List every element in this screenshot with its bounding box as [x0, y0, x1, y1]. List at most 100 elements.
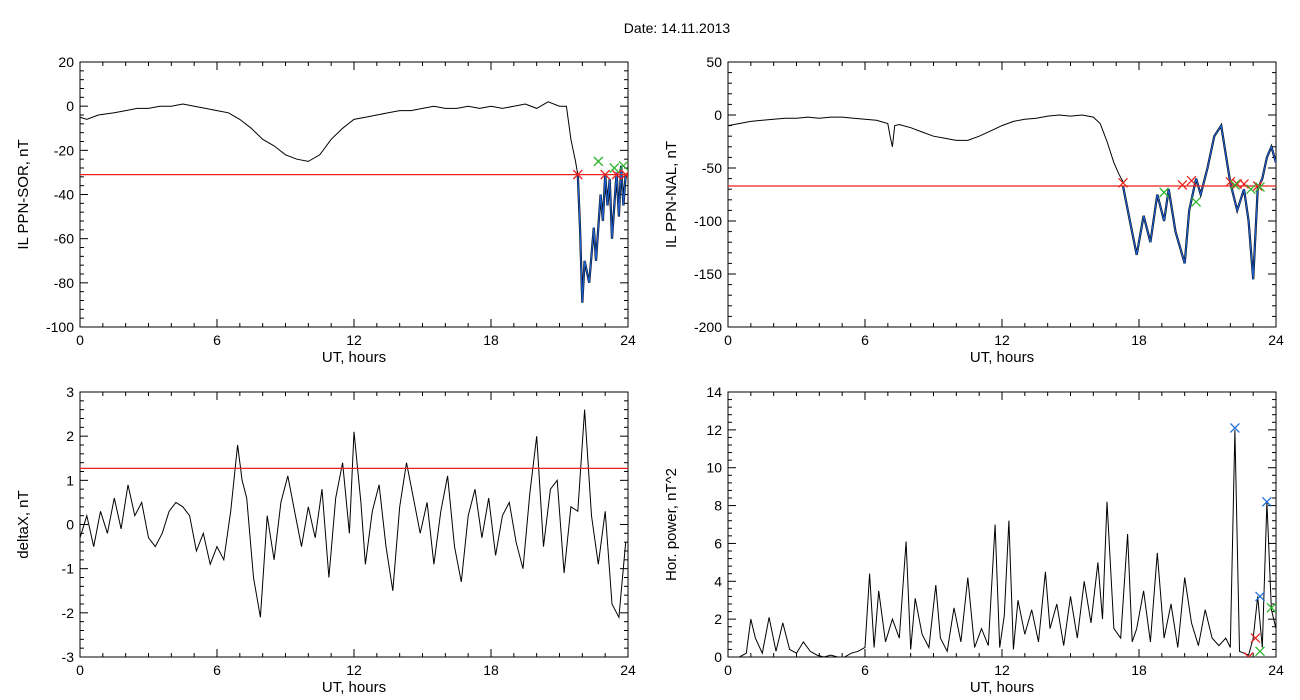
marker-red — [1250, 633, 1261, 644]
marker-red-stroke-b — [1250, 633, 1261, 644]
y-tick-label: -20 — [54, 142, 74, 158]
marker-green-stroke-b — [609, 163, 620, 173]
marker-red-stroke-a — [1243, 652, 1250, 657]
marker-red — [1225, 176, 1236, 187]
y-tick-label: -100 — [46, 319, 74, 335]
marker-green — [1159, 187, 1170, 198]
marker-blue — [1229, 423, 1240, 433]
marker-green — [1191, 196, 1202, 207]
highlight-segment-line — [1122, 123, 1276, 280]
y-tick-label: 12 — [706, 422, 722, 438]
marker-red-stroke-b — [572, 169, 583, 180]
marker-green — [1255, 646, 1265, 657]
highlight-segment-line — [577, 165, 627, 303]
x-axis-label: UT, hours — [970, 349, 1034, 366]
y-tick-label: 2 — [714, 611, 722, 627]
y-tick-label: -3 — [62, 649, 75, 665]
highlight-outline-line — [1121, 122, 1276, 280]
y-tick-label: -80 — [54, 275, 74, 291]
marker-red — [611, 169, 622, 180]
marker-green-stroke-b — [1245, 184, 1256, 195]
y-tick-label: -60 — [54, 231, 74, 247]
x-tick-label: 24 — [1268, 332, 1284, 348]
y-tick-label: 4 — [714, 573, 722, 589]
x-tick-label: 18 — [483, 332, 499, 348]
marker-red — [1239, 178, 1249, 189]
x-tick-label: 0 — [76, 332, 84, 348]
plot-data — [728, 423, 1276, 657]
marker-blue — [1261, 496, 1272, 507]
x-axis-label: UT, hours — [970, 679, 1034, 696]
marker-green — [1255, 182, 1265, 193]
x-tick-label: 12 — [994, 662, 1010, 678]
y-tick-label: -1 — [62, 561, 75, 577]
marker-red — [1186, 175, 1197, 186]
y-axis-label: deltaX, nT — [15, 490, 32, 558]
x-tick-label: 18 — [1131, 332, 1147, 348]
y-tick-label: -150 — [694, 266, 722, 282]
marker-red-stroke-b — [1225, 176, 1236, 187]
marker-green — [1266, 602, 1276, 613]
y-axis-label: IL PPN-NAL, nT — [663, 141, 680, 248]
y-tick-label: 8 — [714, 498, 722, 514]
y-tick-label: 2 — [66, 428, 74, 444]
series-line — [728, 114, 1124, 183]
marker-red-stroke-b — [1252, 181, 1263, 191]
y-tick-label: 6 — [714, 535, 722, 551]
marker-red — [600, 169, 611, 180]
y-tick-label: -50 — [702, 160, 722, 176]
marker-red — [1118, 177, 1128, 188]
plot-frame — [727, 391, 1277, 658]
series-line — [728, 429, 1276, 657]
marker-green-stroke-b — [1191, 196, 1202, 207]
marker-red-stroke-b — [1118, 177, 1128, 188]
x-tick-label: 6 — [213, 332, 221, 348]
y-tick-label: 0 — [66, 517, 74, 533]
marker-blue-stroke-b — [1255, 591, 1265, 602]
y-tick-label: 3 — [66, 384, 74, 400]
marker-red-stroke-b — [611, 169, 622, 180]
plot-data — [728, 114, 1276, 280]
marker-green-stroke-b — [618, 160, 628, 171]
marker-red — [1243, 652, 1254, 657]
y-tick-label: -200 — [694, 319, 722, 335]
y-tick-label: 20 — [58, 54, 74, 70]
x-tick-label: 24 — [620, 332, 636, 348]
y-axis-label: Hor. power, nT^2 — [663, 468, 680, 581]
y-tick-label: -100 — [694, 213, 722, 229]
x-tick-label: 6 — [861, 332, 869, 348]
x-tick-label: 12 — [994, 332, 1010, 348]
series-line — [80, 409, 627, 620]
x-tick-label: 24 — [620, 662, 636, 678]
marker-green — [609, 163, 620, 173]
marker-green — [593, 156, 604, 167]
marker-green-stroke-b — [1266, 602, 1276, 613]
y-tick-label: 50 — [706, 54, 722, 70]
x-axis-label: UT, hours — [322, 679, 386, 696]
marker-green — [1245, 184, 1256, 195]
x-tick-label: 24 — [1268, 662, 1284, 678]
highlight-outline-line — [576, 165, 627, 303]
x-tick-label: 6 — [861, 662, 869, 678]
marker-red-stroke-b — [1177, 180, 1188, 190]
y-axis-label: IL PPN-SOR, nT — [15, 139, 32, 249]
marker-red-stroke-b — [620, 171, 628, 180]
marker-red — [1252, 181, 1263, 191]
plot-frame — [727, 61, 1277, 328]
x-tick-label: 18 — [1131, 662, 1147, 678]
series-line — [80, 101, 579, 175]
marker-red — [620, 169, 628, 180]
marker-green-stroke-b — [1159, 187, 1170, 198]
y-tick-label: 0 — [66, 98, 74, 114]
marker-blue-stroke-b — [1229, 423, 1240, 433]
marker-red — [1177, 180, 1188, 190]
plot-frame — [79, 61, 629, 328]
marker-blue — [1255, 591, 1265, 602]
marker-green-stroke-b — [593, 156, 604, 167]
marker-red — [572, 169, 583, 180]
plot-data — [80, 409, 628, 620]
x-tick-label: 12 — [346, 332, 362, 348]
